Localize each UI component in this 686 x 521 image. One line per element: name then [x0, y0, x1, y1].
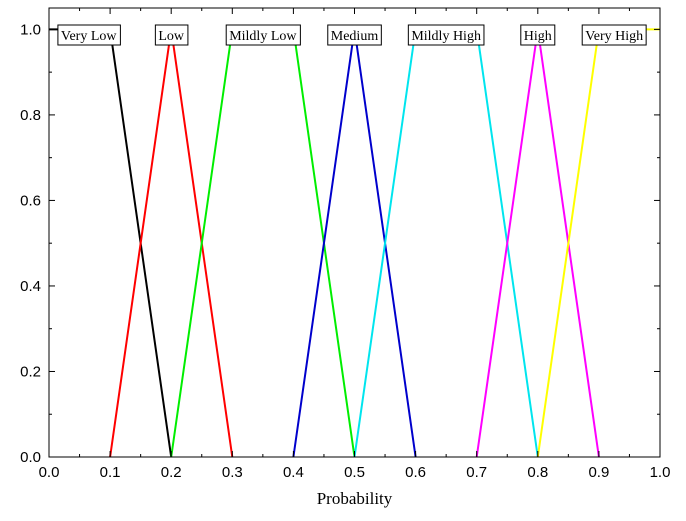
series-label-text: High — [524, 29, 552, 44]
tick-layer: 0.0 0.1 0.2 0.3 0.4 0.5 0.6 0.7 0.8 0.9 1.0 0.0 0.2 0… — [20, 8, 670, 481]
y-tick-label: 0.0 — [20, 449, 41, 466]
series-label-box — [520, 24, 556, 46]
x-tick-label: 0.1 — [100, 464, 121, 481]
series-label-box — [225, 24, 301, 46]
y-tick-label: 0.6 — [20, 192, 41, 209]
series-line-mildly-high — [353, 28, 539, 458]
series-line-very-low — [49, 28, 173, 458]
series-label-mildly-low: Mildly Low — [225, 24, 301, 46]
series-label-text: Low — [158, 29, 185, 44]
series-line-medium — [292, 29, 417, 458]
series-line-low — [109, 29, 234, 458]
x-tick-label: 0.0 — [39, 464, 60, 481]
series-label-text: Medium — [331, 29, 379, 44]
y-tick-label: 0.8 — [20, 107, 41, 124]
x-tick-label: 1.0 — [650, 464, 671, 481]
series-label-box — [581, 24, 647, 46]
x-tick-label: 0.5 — [344, 464, 365, 481]
series-label-text: Very Low — [61, 29, 117, 44]
series-label-text: Mildly Low — [229, 29, 297, 44]
series-line-mildly-low — [170, 28, 356, 458]
series-label-text: Very High — [585, 29, 643, 44]
x-tick-label: 0.4 — [283, 464, 304, 481]
series-line-very-high — [536, 28, 660, 458]
series-layer — [49, 28, 660, 458]
plot-frame — [48, 7, 661, 458]
y-tick-label: 0.4 — [20, 278, 41, 295]
series-label-box — [407, 24, 485, 46]
series-label-high: High — [520, 24, 556, 46]
x-tick-label: 0.8 — [527, 464, 548, 481]
series-label-layer: Very Low Low Mildly Low Medium Mildly High Hi… — [57, 24, 647, 46]
x-axis-title: Probability — [317, 489, 393, 508]
series-line-high — [475, 29, 600, 458]
x-tick-label: 0.9 — [588, 464, 609, 481]
series-label-very-high: Very High — [581, 24, 647, 46]
x-tick-label: 0.2 — [161, 464, 182, 481]
series-label-box — [57, 24, 121, 46]
x-tick-label: 0.3 — [222, 464, 243, 481]
y-tick-label: 0.2 — [20, 363, 41, 380]
series-label-very-low: Very Low — [57, 24, 121, 46]
series-label-text: Mildly High — [411, 29, 481, 44]
series-label-low: Low — [154, 24, 189, 46]
series-label-box — [327, 24, 382, 46]
series-label-medium: Medium — [327, 24, 382, 46]
x-tick-label: 0.7 — [466, 464, 487, 481]
series-label-mildly-high: Mildly High — [407, 24, 485, 46]
series-label-box — [154, 24, 189, 46]
x-tick-label: 0.6 — [405, 464, 426, 481]
y-tick-label: 1.0 — [20, 21, 41, 38]
